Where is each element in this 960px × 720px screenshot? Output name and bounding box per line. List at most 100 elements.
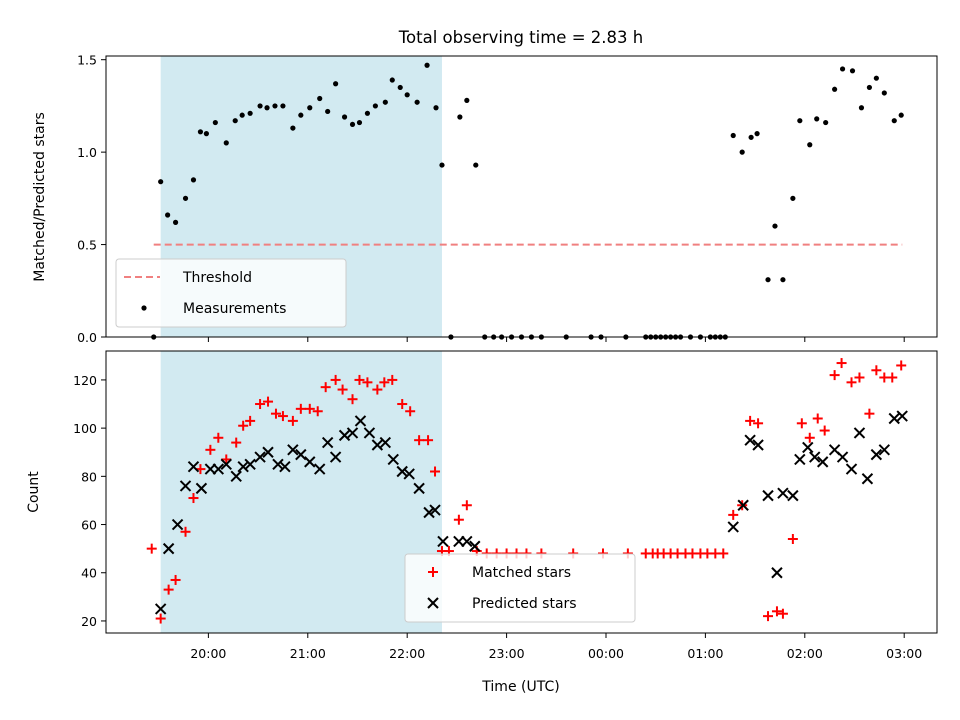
top-marks: [151, 62, 904, 340]
predicted-stars-point: [272, 458, 284, 470]
bottom-y-tick-label: 120: [73, 373, 97, 388]
predicted-stars-point: [836, 451, 849, 463]
measurement-point: [298, 112, 304, 118]
predicted-stars-point: [752, 439, 764, 451]
matched-stars-point: [354, 374, 365, 385]
measurement-point: [839, 66, 846, 72]
top-axes-frame: [105, 55, 938, 338]
predicted-stars-point: [363, 427, 376, 439]
measurement-point: [823, 119, 829, 126]
measurement-point: [797, 118, 803, 124]
measurement-point: [730, 132, 736, 139]
predicted-stars-point: [429, 504, 441, 516]
matched-stars-point: [372, 384, 383, 395]
matched-stars-point: [263, 396, 274, 407]
top-panel: 0.0 0.5 1.0 1.5 Matched/Predicted stars Thr…: [32, 53, 938, 345]
predicted-stars-point: [329, 451, 342, 463]
measurement-point: [414, 99, 420, 105]
matched-stars-point: [405, 406, 416, 417]
measurement-point: [239, 112, 245, 118]
predicted-stars-point: [396, 465, 408, 478]
x-tick-label: 21:00: [290, 646, 326, 661]
matched-stars-point: [787, 534, 798, 544]
predicted-stars-point: [230, 470, 242, 483]
predicted-stars-point: [794, 453, 806, 466]
x-tick-label: 02:00: [787, 646, 823, 661]
bottom-y-tick-label: 100: [73, 421, 97, 436]
measurement-point: [807, 142, 813, 148]
measurement-point: [182, 195, 189, 201]
matched-stars-point: [829, 370, 840, 381]
shaded-span-bottom: [160, 351, 442, 633]
matched-stars-point: [423, 435, 434, 446]
predicted-stars-point: [762, 489, 774, 502]
legend-matched-swatch: [428, 567, 438, 577]
matched-stars-point: [270, 408, 281, 419]
matched-stars-point: [461, 500, 472, 511]
matched-stars-point: [320, 382, 331, 393]
matched-stars-point: [347, 394, 358, 405]
predicted-stars-point: [744, 434, 756, 446]
measurement-point: [272, 103, 278, 109]
measurement-point: [333, 81, 339, 87]
predicted-stars-point: [379, 436, 392, 449]
matched-stars-point: [414, 435, 425, 446]
measurement-point: [158, 179, 164, 185]
legend-predicted-swatch: [427, 597, 439, 609]
predicted-stars-point: [469, 540, 481, 552]
predicted-stars-point: [179, 480, 192, 492]
matched-stars-point: [777, 608, 788, 619]
matched-stars-point: [180, 526, 191, 537]
measurement-point: [898, 112, 904, 118]
predicted-stars-point: [287, 444, 299, 456]
predicted-stars-point: [802, 441, 814, 454]
measurement-point: [389, 77, 395, 83]
measurement-point: [457, 114, 463, 120]
matched-stars-point: [430, 466, 441, 477]
matched-stars-point: [819, 425, 830, 436]
measurement-point: [232, 118, 238, 124]
matched-stars-point: [155, 613, 166, 624]
measurement-point: [858, 105, 865, 111]
predicted-stars-point: [338, 429, 351, 442]
predicted-stars-point: [254, 451, 266, 463]
measurement-point: [849, 68, 856, 74]
bottom-axes-frame: [105, 350, 938, 634]
top-x-ticks: [207, 337, 905, 342]
matched-stars-point: [170, 574, 181, 585]
matched-stars-point: [864, 408, 875, 419]
bottom-marks: [146, 358, 908, 624]
matched-stars-point: [753, 418, 764, 429]
top-y-tick-label: 0.5: [77, 238, 97, 253]
top-legend-box: [115, 258, 347, 328]
matched-stars-point: [362, 377, 373, 388]
predicted-stars-point: [237, 460, 249, 473]
x-tick-label: 22:00: [389, 646, 425, 661]
matched-stars-point: [896, 360, 907, 371]
measurement-point: [280, 103, 286, 109]
top-y-axis-label: Matched/Predicted stars: [32, 112, 48, 282]
measurement-point: [203, 131, 209, 137]
predicted-stars-point: [295, 448, 307, 461]
matched-stars-point: [397, 399, 408, 410]
matched-stars-point: [238, 420, 249, 431]
matched-stars-point: [763, 611, 774, 622]
measurement-point: [257, 103, 263, 109]
predicted-stars-point: [870, 448, 883, 461]
matched-stars-point: [718, 548, 729, 559]
predicted-stars-point: [154, 603, 167, 615]
measurement-point: [433, 105, 439, 111]
x-tick-label: 00:00: [588, 646, 624, 661]
matched-stars-point: [163, 584, 174, 595]
measurement-point: [765, 277, 771, 283]
measurement-point: [790, 195, 796, 201]
predicted-stars-point: [403, 468, 415, 480]
matched-stars-point: [277, 411, 288, 422]
predicted-stars-point: [387, 453, 399, 466]
x-tick-label: 03:00: [886, 646, 922, 661]
measurement-point: [739, 149, 745, 155]
measurement-point: [307, 105, 313, 111]
x-tick-label: 23:00: [489, 646, 525, 661]
measurement-point: [325, 108, 331, 115]
measurement-point: [424, 62, 430, 68]
